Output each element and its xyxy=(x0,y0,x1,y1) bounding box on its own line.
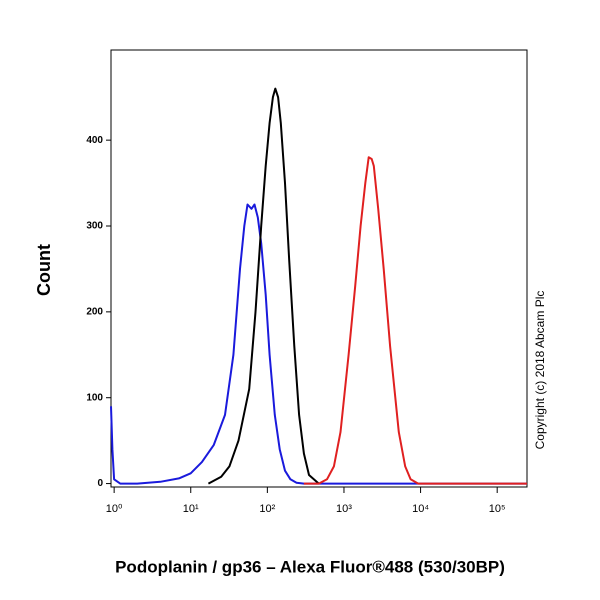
x-tick-label: 10⁴ xyxy=(412,503,429,515)
histogram-line xyxy=(207,87,320,485)
copyright: Copyright (c) 2018 Abcam Plc xyxy=(533,291,547,450)
y-tick-label: 100 xyxy=(86,392,103,403)
x-tick-label: 10⁰ xyxy=(106,503,123,515)
x-axis-label: Podoplanin / gp36 – Alexa Fluor®488 (530… xyxy=(115,557,505,576)
x-tick-label: 10¹ xyxy=(183,503,199,515)
x-tick-label: 10⁵ xyxy=(489,503,506,515)
x-tick-label: 10³ xyxy=(336,503,352,515)
y-tick-label: 200 xyxy=(86,306,103,317)
y-tick-label: 400 xyxy=(86,135,103,146)
histogram-line xyxy=(303,156,527,485)
y-tick-label: 300 xyxy=(86,221,103,232)
plot-frame xyxy=(110,49,528,488)
x-tick-label: 10² xyxy=(259,503,275,515)
histogram-line xyxy=(110,203,527,485)
y-axis-label: Count xyxy=(34,244,54,296)
y-tick-label: 0 xyxy=(97,478,103,489)
